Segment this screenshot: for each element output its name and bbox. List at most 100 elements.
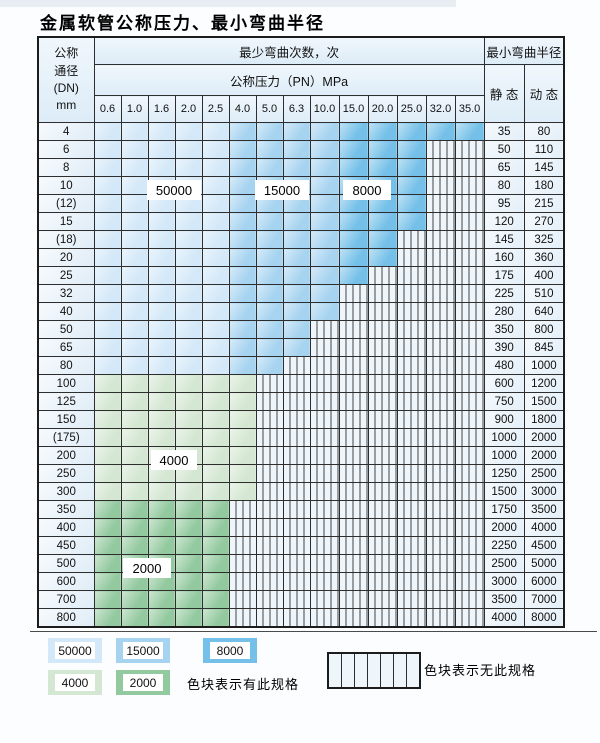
static-value-cell: 160 <box>483 248 525 267</box>
dn-cell: 200 <box>37 446 95 465</box>
spec-cell-15000 <box>228 176 257 195</box>
static-value-cell: 2500 <box>483 554 525 573</box>
spec-cell-15000 <box>228 338 257 357</box>
spec-cell-50000 <box>147 248 176 267</box>
no-spec-cell <box>282 500 311 519</box>
spec-cell-2000 <box>201 500 230 519</box>
spec-cell-4000 <box>174 482 203 501</box>
spec-cell-2000 <box>147 536 176 555</box>
region-label-50000: 50000 <box>147 180 201 200</box>
no-spec-cell <box>425 176 456 195</box>
region-label-2000: 2000 <box>123 558 171 578</box>
no-spec-cell <box>367 500 398 519</box>
spec-cell-15000 <box>282 320 311 339</box>
spec-cell-50000 <box>201 194 230 213</box>
no-spec-cell <box>228 590 257 609</box>
region-label-4000: 4000 <box>151 450 197 470</box>
static-value-cell: 600 <box>483 374 525 393</box>
spec-cell-15000 <box>228 356 257 375</box>
no-spec-cell <box>425 194 456 213</box>
static-value-cell: 2250 <box>483 536 525 555</box>
no-spec-cell <box>425 338 456 357</box>
spec-cell-15000 <box>309 212 340 231</box>
spec-cell-50000 <box>201 284 230 303</box>
no-spec-cell <box>454 482 485 501</box>
spec-cell-4000 <box>174 392 203 411</box>
spec-cell-4000 <box>147 392 176 411</box>
spec-cell-15000 <box>228 320 257 339</box>
no-spec-cell <box>396 338 427 357</box>
spec-cell-4000 <box>174 374 203 393</box>
spec-cell-8000 <box>338 140 369 159</box>
no-spec-cell <box>309 338 340 357</box>
no-spec-cell <box>338 284 369 303</box>
dn-cell: 700 <box>37 590 95 609</box>
no-spec-cell <box>425 410 456 429</box>
dynamic-value-cell: 6000 <box>523 572 565 591</box>
dn-cell: 25 <box>37 266 95 285</box>
no-spec-cell <box>309 356 340 375</box>
spec-cell-15000 <box>309 248 340 267</box>
table-row: 125 750 1500 <box>37 392 565 411</box>
no-spec-cell <box>396 230 427 249</box>
no-spec-cell <box>282 590 311 609</box>
no-spec-cell <box>282 374 311 393</box>
spec-cell-8000 <box>338 248 369 267</box>
no-spec-cell <box>338 554 369 573</box>
static-value-cell: 280 <box>483 302 525 321</box>
spec-cell-8000 <box>396 176 427 195</box>
table-row: 20 160 360 <box>37 248 565 267</box>
dynamic-value-cell: 360 <box>523 248 565 267</box>
spec-cell-2000 <box>93 518 122 537</box>
static-value-cell: 2000 <box>483 518 525 537</box>
spec-cell-4000 <box>120 392 149 411</box>
pressure-header-cell: 32.0 <box>425 95 456 123</box>
no-spec-cell <box>309 446 340 465</box>
dn-cell: 15 <box>37 212 95 231</box>
spec-cell-15000 <box>309 284 340 303</box>
spec-cell-15000 <box>228 284 257 303</box>
spec-cell-50000 <box>93 338 122 357</box>
dynamic-column-header: 动 态 <box>523 64 565 123</box>
static-value-cell: 900 <box>483 410 525 429</box>
no-spec-cell <box>454 374 485 393</box>
table-row: 450 2250 4500 <box>37 536 565 555</box>
dn-cell: (175) <box>37 428 95 447</box>
no-spec-cell <box>425 590 456 609</box>
page-title: 金属软管公称压力、最小弯曲半径 <box>40 14 325 34</box>
no-spec-cell <box>425 428 456 447</box>
spec-cell-8000 <box>396 212 427 231</box>
legend-swatch-8000: 8000 <box>203 638 257 663</box>
spec-cell-15000 <box>282 284 311 303</box>
legend-swatch-2000: 2000 <box>116 670 170 695</box>
no-spec-cell <box>338 446 369 465</box>
spec-cell-50000 <box>93 356 122 375</box>
no-spec-cell <box>396 356 427 375</box>
dynamic-value-cell: 3000 <box>523 482 565 501</box>
static-value-cell: 35 <box>483 122 525 141</box>
no-spec-cell <box>367 518 398 537</box>
spec-cell-50000 <box>120 302 149 321</box>
spec-cell-50000 <box>201 338 230 357</box>
no-spec-cell <box>367 374 398 393</box>
spec-cell-15000 <box>282 140 311 159</box>
no-spec-cell <box>454 446 485 465</box>
static-value-cell: 145 <box>483 230 525 249</box>
no-spec-cell <box>425 284 456 303</box>
no-spec-cell <box>255 572 284 591</box>
no-spec-cell <box>282 554 311 573</box>
spec-cell-50000 <box>201 122 230 141</box>
dn-cell: 40 <box>37 302 95 321</box>
spec-cell-4000 <box>147 428 176 447</box>
no-spec-cell <box>367 410 398 429</box>
spec-cell-15000 <box>255 338 284 357</box>
dynamic-value-cell: 640 <box>523 302 565 321</box>
legend-swatch-label: 15000 <box>123 642 163 659</box>
no-spec-cell <box>367 392 398 411</box>
spec-cell-4000 <box>147 410 176 429</box>
table-row: 700 3500 7000 <box>37 590 565 609</box>
no-spec-cell <box>367 572 398 591</box>
no-spec-cell <box>309 428 340 447</box>
spec-cell-50000 <box>147 158 176 177</box>
spec-cell-50000 <box>147 266 176 285</box>
